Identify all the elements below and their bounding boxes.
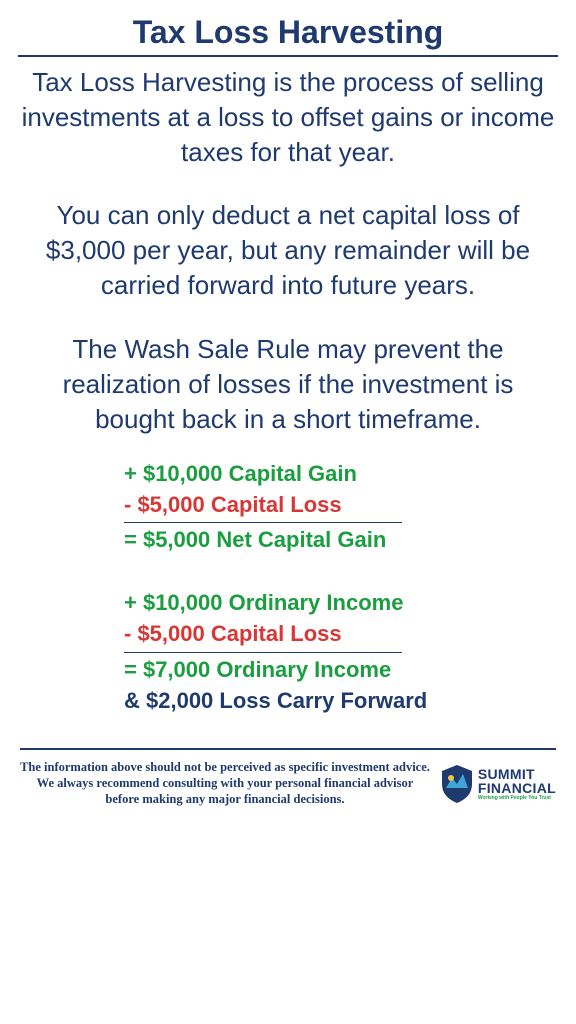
calc2-underline: - $5,000 Capital Loss [124, 619, 402, 653]
intro-paragraph-3: The Wash Sale Rule may prevent the reali… [16, 332, 560, 437]
company-logo: SUMMIT FINANCIAL Working with People You… [440, 764, 556, 804]
logo-text: SUMMIT FINANCIAL Working with People You… [478, 767, 556, 801]
calc1-underline: - $5,000 Capital Loss [124, 490, 402, 524]
intro-paragraph-1: Tax Loss Harvesting is the process of se… [16, 65, 560, 170]
calc2-result: = $7,000 Ordinary Income [124, 655, 560, 686]
disclaimer-text: The information above should not be perc… [20, 760, 430, 807]
logo-tagline: Working with People You Trust [478, 796, 556, 801]
footer-divider [20, 748, 556, 750]
calc1-loss: - $5,000 Capital Loss [124, 492, 342, 517]
logo-line2: FINANCIAL [478, 781, 556, 795]
calc2-carryforward: & $2,000 Loss Carry Forward [124, 686, 560, 717]
calc1-gain: + $10,000 Capital Gain [124, 459, 560, 490]
calculation-ordinary-income: + $10,000 Ordinary Income - $5,000 Capit… [16, 588, 560, 716]
calc1-result: = $5,000 Net Capital Gain [124, 525, 560, 556]
calc2-income: + $10,000 Ordinary Income [124, 588, 560, 619]
calc2-loss: - $5,000 Capital Loss [124, 621, 342, 646]
intro-paragraph-2: You can only deduct a net capital loss o… [16, 198, 560, 303]
page-title: Tax Loss Harvesting [16, 14, 560, 55]
calculation-capital-gain: + $10,000 Capital Gain - $5,000 Capital … [16, 459, 560, 556]
footer: The information above should not be perc… [16, 756, 560, 807]
title-underline [18, 55, 558, 57]
logo-line1: SUMMIT [478, 767, 556, 781]
logo-badge-icon [440, 764, 474, 804]
